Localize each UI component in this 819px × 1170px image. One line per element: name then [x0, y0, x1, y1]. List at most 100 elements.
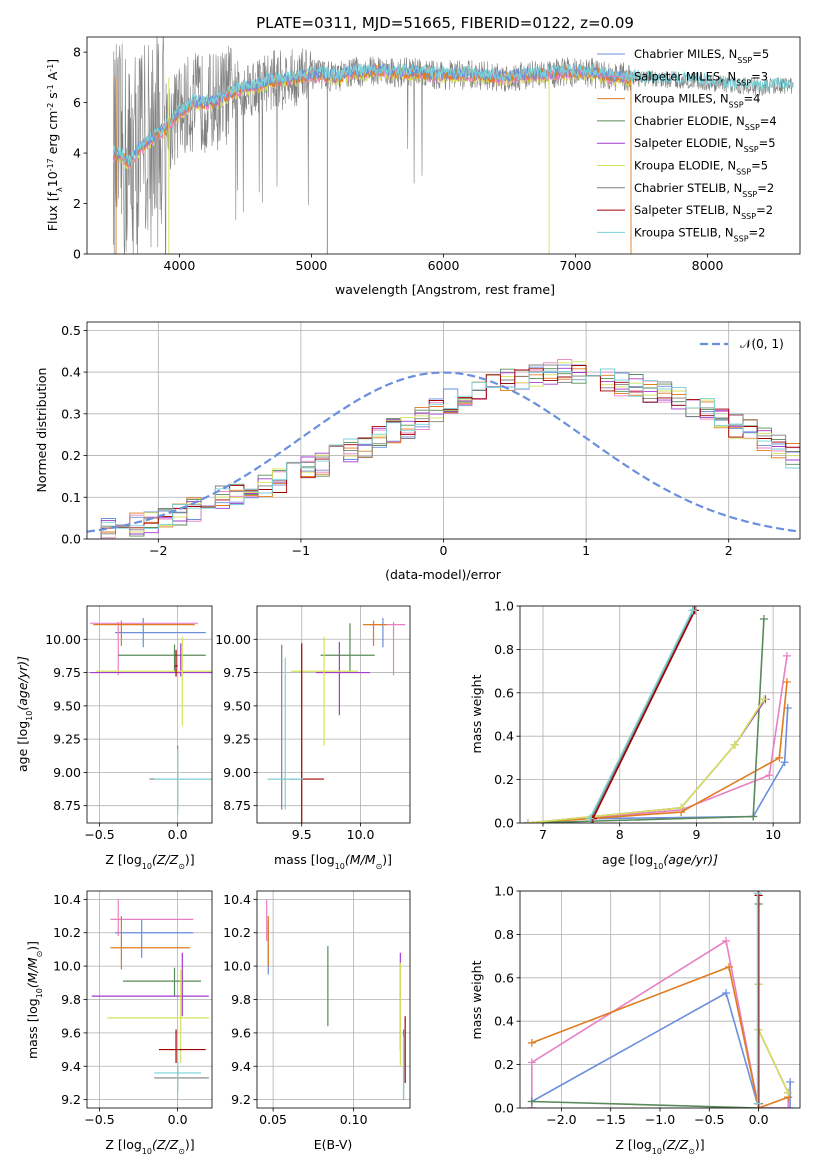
x-tick-label: 4000: [164, 258, 196, 273]
y-tick-label: 0.0: [494, 1101, 514, 1116]
x-axis-label: E(B-V): [314, 1137, 353, 1152]
weight-marker: [688, 606, 697, 615]
axes-frame: [519, 605, 801, 824]
y-tick-label: 1.0: [494, 884, 514, 899]
x-axis-label: Z [log10(Z/Z⊙)]: [105, 852, 194, 871]
panel-weight-vs-age: 7 8 9 10 0.0 0.2 0.4 0.6 0.8 1.0 age [log10(age/yr…: [469, 599, 801, 871]
panel-spectrum: 4000 5000 6000 7000 8000 0 2 4 6 8 PLATE=0311, MJD…: [45, 14, 801, 297]
legend-entry: 𝒩(0, 1): [740, 337, 784, 351]
y-tick-label: 9.6: [231, 1025, 251, 1040]
y-tick-label: 0.3: [61, 406, 81, 421]
x-tick-label: 1: [582, 543, 590, 558]
x-tick-label: 9.5: [292, 827, 312, 842]
x-tick-label: 7: [539, 827, 547, 842]
y-tick-label: 9.25: [223, 732, 251, 747]
panel-residuals: −2 −1 0 1 2 0.0 0.1 0.2 0.3 0.4 0.5 𝒩(0, 1) (data-mo…: [34, 321, 801, 582]
weight-marker: [784, 1104, 793, 1108]
weight-series: [527, 698, 767, 823]
x-axis-label: mass [log10(M/M⊙)]: [274, 852, 392, 871]
legend-entry: Salpeter ELODIE, NSSP=5: [634, 136, 776, 154]
axes: −0.5 0.0 8.75 9.00 9.25 9.50 9.75 10.00 Z [log10…: [15, 605, 213, 871]
residual-histogram: [87, 361, 800, 539]
panel-age-vs-Z: −0.5 0.0 8.75 9.00 9.25 9.50 9.75 10.00 Z [log10…: [15, 605, 213, 871]
axes: −2.0 −1.5 −1.0 −0.5 0.0 0.0 0.2 0.4 0.6 0.8 1.0 Z […: [469, 884, 801, 1156]
weight-marker: [722, 988, 731, 997]
y-tick-label: 9.4: [231, 1059, 251, 1074]
axes-frame: [86, 605, 213, 824]
chart-title: PLATE=0311, MJD=51665, FIBERID=0122, z=0…: [256, 14, 634, 32]
y-tick-label: 0.0: [61, 532, 81, 547]
weight-marker: [753, 1099, 762, 1108]
y-tick-label: 0.1: [61, 490, 81, 505]
x-tick-label: −1.5: [596, 1112, 626, 1127]
grid: [87, 606, 212, 823]
weight-marker: [722, 936, 731, 945]
axes-frame: [256, 890, 411, 1109]
plot-area: [87, 359, 800, 539]
residual-histogram: [87, 364, 800, 539]
panel-age-vs-mass: 9.5 10.0 8.75 9.00 9.25 9.50 9.75 10.00 mass [lo…: [215, 605, 411, 871]
weight-marker: [784, 1088, 793, 1097]
y-tick-label: 0.5: [61, 323, 81, 338]
panel-mass-vs-ebv: 0.05 0.10 9.2 9.4 9.6 9.8 10.0 10.2 10.4 E(B-V): [223, 890, 411, 1152]
x-tick-label: −0.5: [84, 1112, 114, 1127]
y-tick-label: 9.4: [61, 1059, 81, 1074]
legend-entry: Kroupa ELODIE, NSSP=5: [634, 159, 768, 177]
axes-frame: [86, 321, 801, 540]
x-tick-label: 0.0: [168, 827, 188, 842]
y-tick-label: 2: [73, 196, 81, 211]
weight-series: [531, 991, 791, 1108]
y-tick-label: 0.4: [494, 1014, 514, 1029]
normal-curve: [87, 371, 798, 533]
x-tick-label: 6000: [428, 258, 460, 273]
y-tick-label: 0.6: [494, 685, 514, 700]
axes-frame: [256, 605, 411, 824]
weight-marker: [754, 891, 763, 900]
weight-series: [589, 609, 694, 820]
y-axis-label: mass weight: [469, 960, 484, 1039]
y-tick-label: 9.8: [231, 992, 251, 1007]
weight-marker: [527, 1038, 536, 1047]
weight-series: [527, 698, 765, 823]
weight-marker: [782, 677, 791, 686]
x-axis-label: age [log10(age/yr)]: [602, 852, 718, 871]
weight-series: [757, 984, 789, 1094]
x-axis-label: Z [log10(Z/Z⊙)]: [615, 1137, 704, 1156]
x-tick-label: 8000: [692, 258, 724, 273]
y-tick-label: 8.75: [53, 798, 81, 813]
weight-marker: [775, 753, 784, 762]
panel-weight-vs-Z: −2.0 −1.5 −1.0 −0.5 0.0 0.0 0.2 0.4 0.6 0.8 1.0 Z […: [469, 884, 801, 1156]
y-tick-label: 10.00: [215, 632, 251, 647]
y-tick-label: 0.2: [61, 448, 81, 463]
axes: 7 8 9 10 0.0 0.2 0.4 0.6 0.8 1.0 age [log10(age/yr…: [469, 599, 801, 871]
legend-entry: Salpeter MILES, NSSP=3: [634, 69, 768, 87]
y-tick-label: 8: [73, 45, 81, 60]
weight-marker: [759, 695, 768, 704]
x-tick-label: 0: [440, 543, 448, 558]
y-tick-label: 10.0: [223, 959, 251, 974]
plot-area: [267, 617, 406, 823]
legend-entry: Kroupa STELIB, NSSP=2: [634, 225, 765, 243]
plot-area: [112, 37, 794, 254]
grid: [257, 606, 410, 823]
y-tick-label: 9.75: [53, 665, 81, 680]
weight-marker: [782, 651, 791, 660]
y-tick-label: 0: [73, 247, 81, 262]
y-axis-label: mass [log10(M/M⊙)]: [25, 941, 44, 1059]
plot-area: [523, 606, 792, 823]
axes: 0.05 0.10 9.2 9.4 9.6 9.8 10.0 10.2 10.4 E(B-V): [223, 890, 411, 1152]
x-axis-label: wavelength [Angstrom, rest frame]: [335, 282, 555, 297]
legend-entry: Salpeter STELIB, NSSP=2: [634, 203, 773, 221]
y-tick-label: 0.8: [494, 927, 514, 942]
weight-series: [592, 609, 696, 820]
plot-area: [527, 891, 795, 1108]
y-tick-label: 9.50: [53, 698, 81, 713]
weight-marker: [527, 1097, 536, 1106]
weight-series: [527, 655, 788, 823]
x-tick-label: −0.5: [694, 1112, 724, 1127]
weight-marker: [725, 962, 734, 971]
residual-histogram: [87, 368, 800, 539]
x-tick-label: 5000: [296, 258, 328, 273]
legend-entry: Chabrier ELODIE, NSSP=4: [634, 114, 777, 131]
